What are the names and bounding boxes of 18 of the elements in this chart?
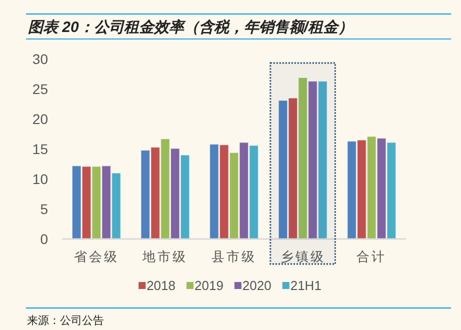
x-tick-label: 省会级 [74,249,119,264]
y-tick-label: 15 [32,141,48,157]
y-tick-label: 10 [32,171,48,187]
y-tick-label: 20 [32,111,48,127]
x-tick-label: 合计 [356,249,387,264]
chart-title: 图表 20：公司租金效率（含税，年销售额/租金） [28,18,354,36]
x-tick-label: 地市级 [142,249,188,264]
source-note: 来源：公司公告 [27,314,104,327]
y-tick-label: 30 [32,51,48,67]
legend-label: 2019 [194,278,224,293]
legend-label: 21H1 [290,278,322,293]
legend-label: 2020 [242,278,272,293]
y-tick-label: 25 [32,81,48,97]
legend-label: 2018 [146,278,176,293]
x-tick-label: 乡镇级 [280,249,326,264]
y-tick-label: 5 [40,201,48,217]
x-tick-label: 县市级 [212,249,256,264]
y-tick-label: 0 [40,231,48,247]
